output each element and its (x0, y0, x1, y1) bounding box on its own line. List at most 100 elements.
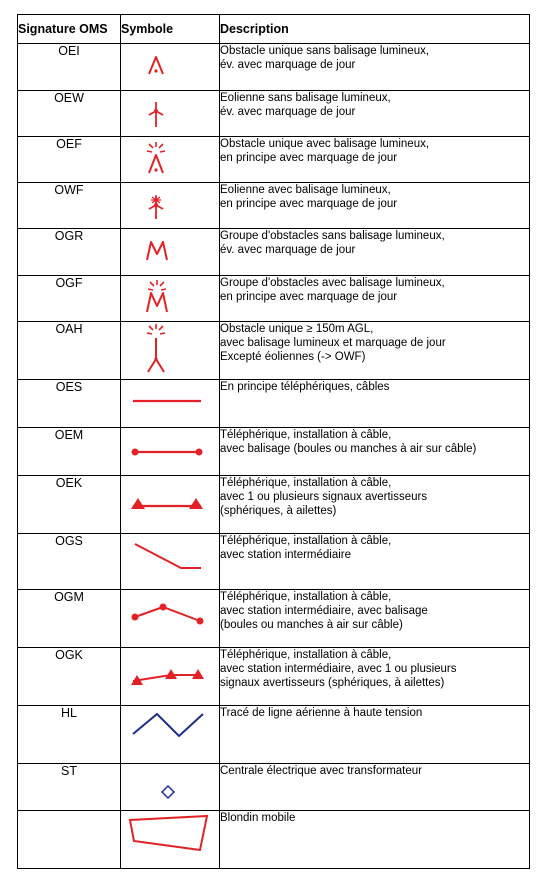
description-line: Téléphérique, installation à câble, (220, 649, 392, 661)
description-cell: Téléphérique, installation à câble, avec … (219, 427, 530, 476)
description-line: En principe téléphériques, câbles (220, 381, 390, 393)
table-row: OAH Obstacle unique ≥ 150m AGL, avec balis… (17, 321, 530, 380)
description-line: Obstacle unique sans balisage lumineux, (220, 45, 430, 57)
signature-code: OEM (17, 427, 121, 476)
symbol-cell (120, 136, 220, 183)
signature-code: OEI (17, 43, 121, 91)
description-cell: Tracé de ligne aérienne à haute tension (219, 705, 530, 764)
table-row: OGM Téléphérique, installation à câble, av… (17, 589, 530, 648)
signature-code: OGK (17, 647, 121, 706)
header-symbol: Symbole (120, 14, 220, 44)
description-line: en principe avec marquage de jour (220, 198, 398, 210)
description-line: Tracé de ligne aérienne à haute tension (220, 707, 423, 719)
table-row: OGS Téléphérique, installation à câble, av… (17, 533, 530, 590)
description-line: avec balisage lumineux et marquage de jo… (220, 337, 446, 349)
table-row: Blondin mobile (17, 810, 530, 869)
description-line: avec balisage (boules ou manches à air s… (220, 443, 477, 455)
symbol-cell (120, 90, 220, 137)
symbol-cell (120, 763, 220, 811)
table-row: OGR Groupe d'obstacles sans balisage lumi… (17, 228, 530, 276)
description-line: Eolienne sans balisage lumineux, (220, 92, 391, 104)
symbol-cell (120, 379, 220, 428)
description-cell: Eolienne avec balisage lumineux, en princ… (219, 182, 530, 229)
description-cell: Groupe d'obstacles sans balisage lumineu… (219, 228, 530, 276)
description-line: (boules ou manches à air sur câble) (220, 619, 403, 631)
table-row: OEW Eolienne sans balisage lumineux, év. a… (17, 90, 530, 137)
signature-code: ST (17, 763, 121, 811)
header-signature: Signature OMS (17, 14, 121, 44)
table-row: OES En principe téléphériques, câbles (17, 379, 530, 428)
description-cell: Téléphérique, installation à câble, avec … (219, 647, 530, 706)
description-line: Groupe d'obstacles sans balisage lumineu… (220, 230, 445, 242)
symbol-cell (120, 647, 220, 706)
description-line: en principe avec marquage de jour (220, 152, 398, 164)
table-row: OGF Groupe d'obstacles avec balisage lumi… (17, 275, 530, 322)
symbol-cell (120, 589, 220, 648)
description-line: Centrale électrique avec transformateur (220, 765, 422, 777)
description-cell: En principe téléphériques, câbles (219, 379, 530, 428)
symbol-cell (120, 475, 220, 534)
signature-code: OEK (17, 475, 121, 534)
signature-code: OAH (17, 321, 121, 380)
symbol-cell (120, 182, 220, 229)
symbol-cell (120, 705, 220, 764)
symbol-cell (120, 275, 220, 322)
table-row: ST Centrale électrique avec transformateu… (17, 763, 530, 811)
symbol-cell (120, 43, 220, 91)
description-cell: Centrale électrique avec transformateur (219, 763, 530, 811)
description-cell: Eolienne sans balisage lumineux, év. avec… (219, 90, 530, 137)
table-row: OEF Obstacle unique avec balisage lumineu… (17, 136, 530, 183)
description-line: Téléphérique, installation à câble, (220, 591, 392, 603)
description-line: év. avec marquage de jour (220, 59, 356, 71)
description-line: Obstacle unique ≥ 150m AGL, (220, 323, 374, 335)
symbol-cell (120, 321, 220, 380)
signature-code: OEF (17, 136, 121, 183)
signature-code: OGM (17, 589, 121, 648)
description-line: Excepté éoliennes (-> OWF) (220, 351, 366, 363)
description-cell: Blondin mobile (219, 810, 530, 869)
symbol-cell (120, 228, 220, 276)
description-line: avec station intermédiaire (220, 549, 352, 561)
header-row: Signature OMS Symbole Description (17, 14, 530, 44)
description-line: Téléphérique, installation à câble, (220, 477, 392, 489)
signature-code: OWF (17, 182, 121, 229)
signature-code: OGS (17, 533, 121, 590)
description-cell: Obstacle unique avec balisage lumineux, e… (219, 136, 530, 183)
signature-code: OEW (17, 90, 121, 137)
table-row: OEM Téléphérique, installation à câble, av… (17, 427, 530, 476)
description-line: Téléphérique, installation à câble, (220, 535, 392, 547)
table-row: OGK Téléphérique, installation à câble, av… (17, 647, 530, 706)
description-line: év. avec marquage de jour (220, 244, 356, 256)
description-line: avec station intermédiaire, avec 1 ou pl… (220, 663, 457, 675)
description-line: signaux avertisseurs (sphériques, à aile… (220, 677, 445, 689)
symbol-cell (120, 533, 220, 590)
signature-code: HL (17, 705, 121, 764)
description-line: Groupe d'obstacles avec balisage lumineu… (220, 277, 445, 289)
description-line: Téléphérique, installation à câble, (220, 429, 392, 441)
symbol-cell (120, 427, 220, 476)
description-cell: Téléphérique, installation à câble, avec … (219, 533, 530, 590)
table-row: OWF Eolienne avec balisage lumineux, en pr… (17, 182, 530, 229)
description-cell: Téléphérique, installation à câble, avec … (219, 475, 530, 534)
description-cell: Obstacle unique ≥ 150m AGL, avec balisage… (219, 321, 530, 380)
description-line: év. avec marquage de jour (220, 106, 356, 118)
obstacle-legend-table: Signature OMS Symbole Description OEI Obs… (17, 14, 530, 869)
table-row: OEI Obstacle unique sans balisage lumineu… (17, 43, 530, 91)
description-line: en principe avec marquage de jour (220, 291, 398, 303)
description-line: avec station intermédiaire, avec balisag… (220, 605, 428, 617)
table-row: HL Tracé de ligne aérienne à haute tensio… (17, 705, 530, 764)
table-row: OEK Téléphérique, installation à câble, av… (17, 475, 530, 534)
description-line: (sphériques, à ailettes) (220, 505, 337, 517)
symbol-cell (120, 810, 220, 869)
description-cell: Obstacle unique sans balisage lumineux, é… (219, 43, 530, 91)
description-line: Eolienne avec balisage lumineux, (220, 184, 391, 196)
description-line: avec 1 ou plusieurs signaux avertisseurs (220, 491, 428, 503)
signature-code: OGF (17, 275, 121, 322)
signature-code: OGR (17, 228, 121, 276)
description-line: Obstacle unique avec balisage lumineux, (220, 138, 430, 150)
signature-code: OES (17, 379, 121, 428)
description-cell: Groupe d'obstacles avec balisage lumineu… (219, 275, 530, 322)
description-cell: Téléphérique, installation à câble, avec … (219, 589, 530, 648)
description-line: Blondin mobile (220, 812, 296, 824)
signature-code (17, 810, 121, 869)
